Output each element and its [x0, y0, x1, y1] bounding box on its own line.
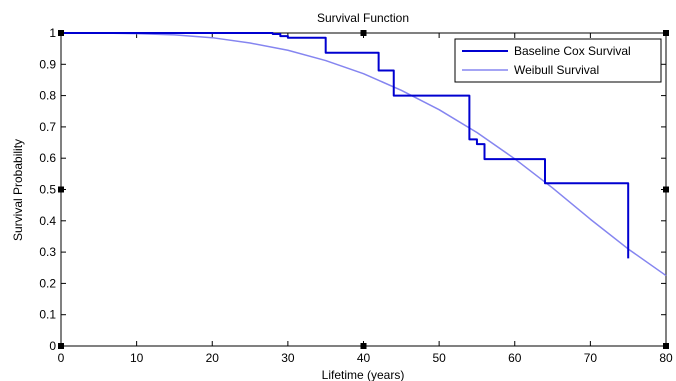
x-tick-label: 20: [206, 351, 220, 365]
y-tick-label: 0.8: [39, 89, 56, 103]
selection-handle-2: [663, 30, 669, 36]
x-tick-label: 0: [58, 351, 65, 365]
selection-handles: [58, 30, 669, 349]
selection-handle-0: [58, 30, 64, 36]
selection-handle-3: [58, 186, 64, 193]
y-tick-label: 0.6: [39, 151, 56, 165]
y-tick-label: 0.3: [39, 245, 56, 259]
y-axis-label: Survival Probability: [11, 139, 25, 241]
y-tick-label: 0: [49, 339, 56, 353]
legend-box: [454, 38, 662, 83]
x-tick-label: 30: [281, 351, 295, 365]
y-tick-label: 0.9: [39, 57, 56, 71]
chart-title: Survival Function: [317, 11, 409, 25]
y-tick-label: 1: [49, 26, 56, 40]
selection-handle-7: [663, 343, 669, 349]
series-weibull-survival: [61, 32, 667, 277]
x-tick-label: 10: [130, 351, 144, 365]
y-tick-label: 0.7: [39, 120, 56, 134]
y-tick-label: 0.5: [39, 183, 56, 197]
legend-label-baseline-cox: Baseline Cox Survival: [514, 44, 631, 58]
series-layer: [61, 32, 667, 277]
x-axis-label: Lifetime (years): [322, 368, 405, 381]
legend-label-weibull: Weibull Survival: [514, 63, 599, 77]
x-tick-label: 80: [659, 351, 673, 365]
selection-handle-4: [663, 186, 669, 193]
selection-handle-5: [58, 343, 64, 349]
x-tick-label: 50: [432, 351, 446, 365]
x-tick-label: 60: [508, 351, 522, 365]
series-baseline-cox-survival: [61, 32, 630, 259]
legend: Baseline Cox Survival Weibull Survival: [454, 38, 662, 83]
y-tick-label: 0.2: [39, 276, 56, 290]
x-tick-label: 40: [357, 351, 371, 365]
y-tick-label: 0.1: [39, 308, 56, 322]
x-tick-label: 70: [584, 351, 598, 365]
selection-handle-6: [360, 343, 367, 349]
selection-handle-1: [360, 30, 367, 36]
plot-area: [60, 32, 667, 347]
y-tick-label: 0.4: [39, 214, 56, 228]
axis-tick-labels: 0 10 20 30 40 50 60 70 80 0 0.1 0.2 0.3 0.4 0.5 0.6 0.7 0…: [39, 26, 673, 365]
